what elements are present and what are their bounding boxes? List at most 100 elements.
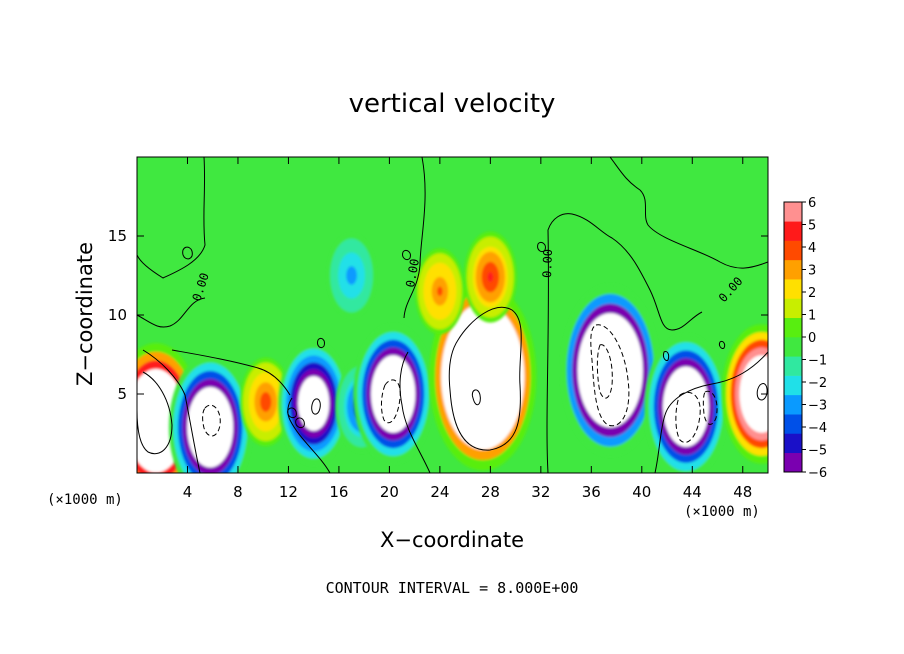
contour-line bbox=[402, 249, 411, 261]
velocity-level bbox=[681, 398, 691, 415]
velocity-cell bbox=[327, 234, 376, 317]
colorbar-tick-label: 1 bbox=[808, 309, 816, 324]
contour-line bbox=[537, 241, 546, 253]
colorbar-segment bbox=[784, 433, 802, 454]
contour-line bbox=[287, 407, 297, 419]
y-axis-label: Z−coordinate bbox=[73, 242, 97, 386]
velocity-level bbox=[388, 386, 398, 402]
zero-contour-line bbox=[171, 349, 291, 396]
velocity-level bbox=[205, 419, 215, 436]
velocity-level bbox=[348, 270, 355, 281]
x-unit-label-left: (×1000 m) bbox=[47, 492, 123, 508]
negative-contour-line bbox=[702, 390, 718, 425]
velocity-cell bbox=[278, 341, 350, 466]
y-tick-label: 10 bbox=[108, 306, 127, 324]
colorbar-tick-label: −5 bbox=[808, 444, 827, 459]
chart-title: vertical velocity bbox=[349, 89, 556, 119]
colorbar-tick-label: −1 bbox=[808, 354, 827, 369]
colorbar-segment bbox=[784, 279, 802, 299]
colorbar: 6 5 4 3 2 1 0 −1 −2 −3 −4 −5 −6 bbox=[783, 196, 827, 481]
x-tick-label: 36 bbox=[582, 483, 601, 501]
velocity-cell bbox=[561, 284, 660, 457]
velocity-level bbox=[262, 396, 269, 407]
x-unit-label-right: (×1000 m) bbox=[684, 504, 760, 520]
y-tick-label: 5 bbox=[117, 385, 127, 403]
contour-line bbox=[317, 337, 325, 349]
velocity-cell bbox=[240, 357, 292, 447]
velocity-level bbox=[604, 360, 616, 380]
velocity-cell bbox=[721, 324, 768, 464]
colorbar-tick-label: −3 bbox=[808, 399, 827, 414]
y-axis-ticks: 5 10 15 bbox=[108, 227, 768, 403]
contour-line bbox=[137, 371, 173, 455]
colorbar-tick-label: 2 bbox=[808, 286, 816, 301]
contour-line bbox=[663, 351, 670, 361]
velocity-level bbox=[487, 272, 494, 283]
colorbar-segment bbox=[784, 375, 802, 396]
x-tick-label: 8 bbox=[233, 483, 243, 501]
contour-lines bbox=[137, 157, 768, 473]
zero-contour-line bbox=[654, 351, 768, 473]
negative-contour-line bbox=[590, 324, 630, 427]
velocity-cell bbox=[644, 334, 728, 473]
velocity-cell bbox=[415, 248, 465, 335]
x-axis-label: X−coordinate bbox=[380, 528, 524, 552]
negative-contour-line bbox=[381, 379, 401, 424]
colorbar-segment bbox=[784, 259, 802, 280]
x-tick-label: 40 bbox=[632, 483, 651, 501]
contour-line bbox=[756, 383, 768, 401]
x-tick-label: 44 bbox=[683, 483, 702, 501]
x-axis-ticks: 4 8 12 16 20 24 28 32 36 40 44 48 bbox=[183, 157, 752, 501]
negative-contour-line bbox=[202, 404, 221, 437]
velocity-cell bbox=[168, 354, 252, 473]
colorbar-segment bbox=[784, 202, 802, 222]
contour-line bbox=[311, 398, 321, 415]
zero-contour-line bbox=[403, 157, 426, 319]
velocity-cell bbox=[464, 231, 517, 323]
zero-contour-line bbox=[287, 397, 331, 473]
contour-label: 0.00 bbox=[540, 249, 555, 278]
velocity-cell bbox=[353, 324, 434, 464]
x-tick-label: 28 bbox=[481, 483, 500, 501]
colorbar-segment bbox=[784, 240, 802, 261]
x-tick-label: 4 bbox=[183, 483, 193, 501]
colorbar-tick-label: 6 bbox=[808, 196, 816, 211]
colorbar-segment bbox=[784, 356, 802, 376]
negative-contour-line bbox=[596, 344, 613, 399]
contour-line bbox=[471, 389, 481, 406]
x-tick-label: 24 bbox=[430, 483, 449, 501]
zero-contour-line bbox=[609, 157, 768, 269]
colorbar-segment bbox=[784, 452, 802, 473]
colorbar-segment bbox=[784, 394, 802, 415]
colorbar-tick-label: 5 bbox=[808, 219, 816, 234]
colorbar-tick-label: −6 bbox=[808, 466, 827, 481]
colorbar-tick-label: −4 bbox=[808, 421, 827, 436]
x-tick-label: 16 bbox=[329, 483, 348, 501]
x-tick-label: 20 bbox=[380, 483, 399, 501]
colorbar-tick-label: 0 bbox=[808, 331, 816, 346]
contour-interval-note: CONTOUR INTERVAL = 8.000E+00 bbox=[326, 579, 579, 597]
field-features bbox=[137, 231, 768, 473]
contour-line bbox=[295, 417, 305, 429]
contour-line bbox=[719, 341, 726, 349]
colorbar-segment bbox=[784, 317, 802, 338]
colorbar-segment bbox=[784, 337, 802, 357]
velocity-field: 0.00 0.00 0.00 0.00 bbox=[137, 157, 768, 473]
negative-contour-line bbox=[675, 391, 701, 443]
contour-line bbox=[448, 306, 522, 451]
contour-line bbox=[182, 246, 193, 260]
zero-contour-line bbox=[137, 297, 206, 328]
zero-contour-line bbox=[399, 351, 431, 473]
colorbar-segment bbox=[784, 298, 802, 319]
velocity-cell bbox=[429, 282, 537, 471]
velocity-level bbox=[437, 286, 443, 297]
y-tick-label: 15 bbox=[108, 227, 127, 245]
zero-contour-line bbox=[546, 213, 703, 473]
zero-contour-line bbox=[142, 349, 201, 473]
colorbar-tick-label: 3 bbox=[808, 264, 816, 279]
x-tick-label: 48 bbox=[733, 483, 752, 501]
colorbar-tick-label: −2 bbox=[808, 376, 827, 391]
x-tick-label: 32 bbox=[531, 483, 550, 501]
colorbar-segment bbox=[784, 414, 802, 434]
velocity-level bbox=[476, 366, 489, 388]
